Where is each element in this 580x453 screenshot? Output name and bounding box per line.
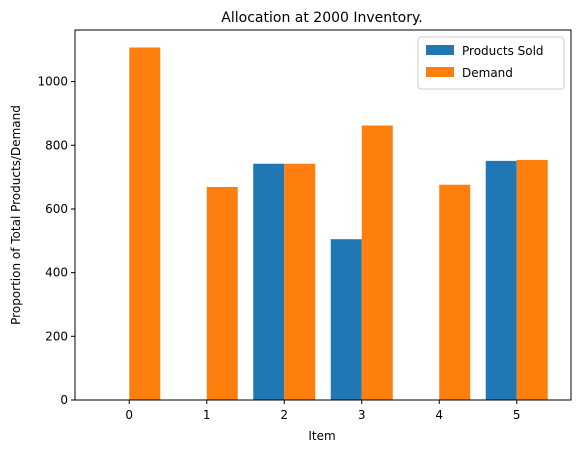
bars-group [129,47,548,401]
bar-products-sold-2 [253,163,285,400]
x-tick-label: 5 [513,408,521,422]
legend-label-1: Demand [462,66,513,80]
bar-demand-5 [516,159,548,400]
chart-title: Allocation at 2000 Inventory. [221,10,422,26]
y-tick-label: 600 [45,202,68,216]
x-tick-label: 4 [435,408,443,422]
bar-demand-2 [284,163,316,400]
legend-frame [417,36,565,90]
x-tick-label: 2 [280,408,288,422]
legend-swatch-0 [426,45,454,55]
y-tick-label: 400 [45,266,68,280]
y-tick-label: 200 [45,329,68,343]
legend: Products Sold Demand [417,36,565,90]
y-tick-label: 1000 [37,75,68,89]
bar-demand-1 [206,186,238,400]
y-axis: 0 200 400 600 800 1000 [37,75,75,407]
y-tick-label: 0 [60,393,68,407]
x-axis: 0 1 2 3 4 5 [125,400,521,422]
bar-demand-0 [129,47,161,400]
x-tick-label: 3 [358,408,366,422]
x-tick-label: 1 [203,408,211,422]
y-tick-label: 800 [45,138,68,152]
y-axis-label: Proportion of Total Products/Demand [9,105,23,325]
plot-frame [74,29,572,401]
legend-swatch-1 [426,67,454,77]
bar-demand-4 [439,184,471,400]
x-tick-label: 0 [125,408,133,422]
x-axis-label: Item [308,429,335,443]
bar-demand-3 [361,125,393,401]
bar-products-sold-5 [485,160,517,400]
bar-products-sold-3 [330,239,362,400]
legend-label-0: Products Sold [462,44,544,58]
